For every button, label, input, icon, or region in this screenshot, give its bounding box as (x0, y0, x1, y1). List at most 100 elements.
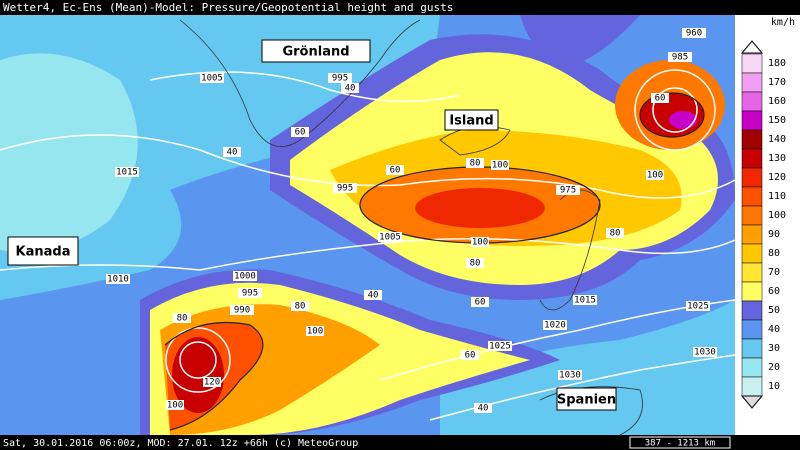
legend-label: 90 (768, 229, 780, 240)
isobar-label-box (543, 320, 567, 330)
gust-label: 60 (390, 166, 401, 176)
legend-unit: km/h (771, 17, 795, 28)
legend-swatch (741, 224, 763, 245)
gust-label-box (291, 301, 309, 311)
place-label: Island (449, 114, 493, 129)
isobar-label: 960 (686, 29, 702, 39)
isobar-label-box (693, 347, 717, 357)
isobar-label-box (668, 52, 692, 62)
legend-swatch (741, 129, 763, 150)
gust-label: 80 (295, 302, 306, 312)
legend-swatch (741, 167, 763, 188)
legend: 180 170 160 150 140 130 120 110 100 90 80 70 60 50 40 3… (740, 40, 786, 409)
legend-swatch (741, 357, 763, 378)
gust-area (172, 337, 224, 413)
legend-label: 180 (768, 58, 786, 69)
legend-swatch (741, 376, 763, 397)
legend-label: 70 (768, 267, 780, 278)
gust-label: 100 (472, 238, 488, 248)
gust-label: 60 (475, 298, 486, 308)
isobar-label-box (378, 232, 402, 242)
legend-swatch (741, 243, 763, 264)
gust-label: 60 (295, 128, 306, 138)
gust-label-box (466, 258, 484, 268)
legend-label: 10 (768, 381, 780, 392)
legend-swatch (741, 91, 763, 112)
gust-label-box (223, 147, 241, 157)
gust-label: 60 (655, 94, 666, 104)
isobar-label-box (230, 305, 254, 315)
gust-label-box (306, 326, 324, 336)
gust-label: 80 (470, 259, 481, 269)
legend-label: 150 (768, 115, 786, 126)
legend-label: 100 (768, 210, 786, 221)
gust-label-box (471, 237, 489, 247)
legend-arrow (740, 395, 764, 409)
gust-label: 40 (368, 291, 379, 301)
place-box (444, 109, 499, 131)
isobar-label-box (558, 370, 582, 380)
gust-label-box (474, 403, 492, 413)
legend-label: 110 (768, 191, 786, 202)
isobar-label-box (233, 271, 257, 281)
legend-label: 60 (768, 286, 780, 297)
gust-label: 40 (345, 84, 356, 94)
legend-swatch (741, 338, 763, 359)
place-box (261, 39, 371, 63)
gust-label: 40 (227, 148, 238, 158)
isobar-label-box (573, 295, 597, 305)
isobar-label: 1005 (201, 74, 223, 84)
isobar-label: 985 (672, 53, 688, 63)
isobar-label: 995 (337, 184, 353, 194)
legend-swatch (741, 148, 763, 169)
legend-label: 20 (768, 362, 780, 373)
gust-label-box (166, 400, 184, 410)
map-area (0, 15, 735, 435)
gust-label-box (646, 170, 664, 180)
gust-label-box (173, 313, 191, 323)
isobar-label: 1030 (694, 348, 716, 358)
legend-swatch (741, 110, 763, 131)
legend-swatch (741, 72, 763, 93)
gust-label: 80 (470, 159, 481, 169)
header-bar (0, 0, 800, 15)
legend-swatch (741, 262, 763, 283)
gust-area (669, 111, 697, 129)
isobar-label-box (686, 301, 710, 311)
gust-label-box (651, 93, 669, 103)
isobar-label-box (328, 73, 352, 83)
isobar-label: 1005 (379, 233, 401, 243)
gust-label: 100 (492, 161, 508, 171)
legend-swatch (741, 205, 763, 226)
isobar-label: 1020 (544, 321, 566, 331)
isobar-label-box (682, 28, 706, 38)
scale-label: 387 - 1213 km (645, 439, 715, 449)
isobar-label: 1030 (559, 371, 581, 381)
gust-label: 120 (204, 378, 220, 388)
legend-swatch (741, 186, 763, 207)
gust-label: 100 (167, 401, 183, 411)
footer-info: Sat, 30.01.2016 06:00z, MOD: 27.01. 12z … (3, 438, 358, 449)
calm-area (0, 53, 138, 253)
gust-label-box (466, 158, 484, 168)
gust-label-box (341, 83, 359, 93)
isobar-label: 1015 (116, 168, 138, 178)
legend-label: 40 (768, 324, 780, 335)
legend-swatch (741, 300, 763, 321)
map-labels: Grönland Island Kanada Spanien 1005 995 1015 99… (7, 28, 717, 414)
isobar-label-box (200, 73, 224, 83)
isobar-label: 1010 (107, 275, 129, 285)
legend-label: 120 (768, 172, 786, 183)
legend-label: 80 (768, 248, 780, 259)
gust-label-box (461, 350, 479, 360)
gust-label-box (364, 290, 382, 300)
legend-swatch (741, 281, 763, 302)
gust-area (415, 188, 545, 228)
legend-label: 50 (768, 305, 780, 316)
gust-label: 80 (610, 229, 621, 239)
legend-swatch (741, 53, 763, 74)
gust-label: 100 (647, 171, 663, 181)
isobar-label-box (238, 288, 262, 298)
place-label: Grönland (282, 45, 349, 60)
